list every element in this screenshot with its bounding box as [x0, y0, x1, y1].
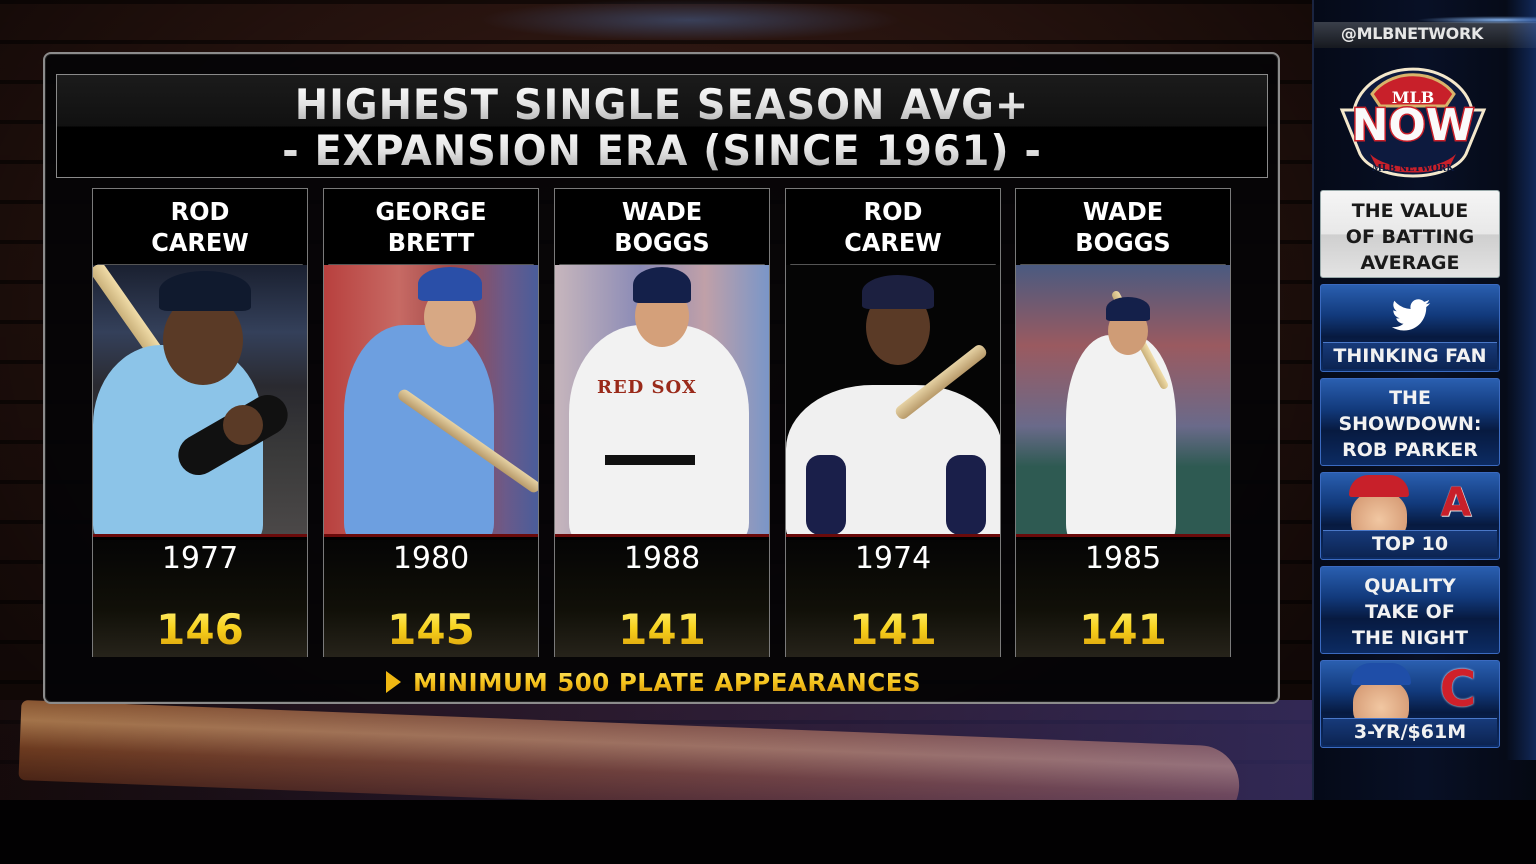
player-cap	[1351, 663, 1411, 685]
twitter-handle: @MLBNETWORK	[1340, 24, 1484, 43]
player-photo: RED SOX	[555, 265, 769, 537]
player-card: WADE BOGGS RED SOX 1988 141	[554, 188, 770, 657]
avg-plus-value: 146	[93, 606, 307, 654]
player-first-name: WADE	[1082, 197, 1164, 226]
season-year: 1988	[623, 541, 701, 576]
rundown-item-3-yr-61m[interactable]: C 3-YR/$61M	[1320, 660, 1500, 748]
player-last-name: CAREW	[151, 228, 249, 257]
twitter-bird-icon	[1391, 299, 1431, 331]
rundown-item-line: OF BATTING	[1345, 226, 1475, 248]
rundown-item-caption: 3-YR/$61M	[1323, 718, 1497, 745]
rundown-item-caption: TOP 10 CATCHER?	[1323, 530, 1497, 557]
player-stats: 1985 141	[1016, 540, 1230, 657]
player-name: GEORGE BRETT	[328, 189, 534, 265]
rundown-item-showdown-rob-parker[interactable]: THE SHOWDOWN: ROB PARKER	[1320, 378, 1500, 466]
rundown-item-line: QUALITY	[1364, 575, 1456, 597]
rundown-item-top-10-catcher[interactable]: A TOP 10 CATCHER?	[1320, 472, 1500, 560]
player-first-name: WADE	[621, 197, 703, 226]
rundown-item-line: AVERAGE	[1360, 252, 1460, 274]
season-year: 1977	[161, 541, 239, 576]
player-card: WADE BOGGS 1985 141	[1015, 188, 1231, 657]
season-year: 1985	[1084, 541, 1162, 576]
rundown-item-line: TAKE OF	[1365, 601, 1455, 623]
player-photo	[786, 265, 1000, 537]
player-stats: 1977 146	[93, 540, 307, 657]
player-name: WADE BOGGS	[1020, 189, 1226, 265]
player-first-name: ROD	[863, 197, 923, 226]
player-stats: 1974 141	[786, 540, 1000, 657]
rundown-item-value-of-batting-average[interactable]: THE VALUE OF BATTING AVERAGE	[1320, 190, 1500, 278]
player-cap	[1349, 475, 1409, 497]
play-arrow-icon	[386, 671, 401, 693]
season-year: 1974	[854, 541, 932, 576]
angels-logo-icon: A	[1440, 480, 1472, 526]
cubs-logo-icon: C	[1439, 660, 1477, 718]
graphic-title: HIGHEST SINGLE SEASON AVG+ - EXPANSION E…	[56, 74, 1268, 178]
player-photo	[1016, 265, 1230, 537]
rundown-item-line: THE VALUE	[1351, 200, 1469, 222]
footnote-text: MINIMUM 500 PLATE APPEARANCES	[413, 667, 922, 697]
avg-plus-value: 141	[555, 606, 769, 654]
player-card: GEORGE BRETT 1980 145	[323, 188, 539, 657]
player-name: WADE BOGGS	[559, 189, 765, 265]
player-last-name: BOGGS	[614, 228, 710, 257]
player-stats: 1980 145	[324, 540, 538, 657]
player-last-name: BOGGS	[1075, 228, 1171, 257]
player-name: ROD CAREW	[790, 189, 996, 265]
rundown-item-line: THE NIGHT	[1352, 627, 1468, 649]
player-card: ROD CAREW 1977 146	[92, 188, 308, 657]
player-first-name: GEORGE	[375, 197, 487, 226]
player-name: ROD CAREW	[97, 189, 303, 265]
rundown-item-thinking-fan[interactable]: THINKING FAN	[1320, 284, 1500, 372]
show-rundown-sidebar: @MLBNETWORK MLB NOW MLB NETWORK THE VALU…	[1312, 0, 1536, 800]
player-stats: 1988 141	[555, 540, 769, 657]
rundown-item-line: SHOWDOWN:	[1338, 413, 1482, 435]
player-last-name: BRETT	[387, 228, 475, 257]
player-last-name: CAREW	[844, 228, 942, 257]
season-year: 1980	[392, 541, 470, 576]
player-card: ROD CAREW 1974 141	[785, 188, 1001, 657]
rundown-item-caption: THINKING FAN	[1323, 342, 1497, 369]
player-photo	[324, 265, 538, 537]
rundown-item-line: ROB PARKER	[1342, 439, 1478, 461]
mlb-now-logo: MLB NOW MLB NETWORK	[1339, 67, 1487, 178]
letterbox-bar	[0, 800, 1536, 864]
player-first-name: ROD	[170, 197, 230, 226]
background-tint	[0, 700, 1312, 800]
svg-text:MLB: MLB	[1392, 88, 1434, 107]
light-flare	[1416, 16, 1536, 24]
svg-text:NOW: NOW	[1352, 100, 1475, 151]
handle-bar	[1314, 22, 1536, 48]
rundown-item-quality-take-of-the-night[interactable]: QUALITY TAKE OF THE NIGHT	[1320, 566, 1500, 654]
avg-plus-value: 141	[1016, 606, 1230, 654]
avg-plus-value: 145	[324, 606, 538, 654]
player-photo	[93, 265, 307, 537]
rundown-item-line: THE	[1389, 387, 1431, 409]
title-line-1: HIGHEST SINGLE SEASON AVG+	[87, 82, 1237, 128]
avg-plus-value: 141	[786, 606, 1000, 654]
footnote: MINIMUM 500 PLATE APPEARANCES	[386, 666, 931, 698]
svg-text:MLB NETWORK: MLB NETWORK	[1372, 164, 1455, 174]
title-line-2: - EXPANSION ERA (SINCE 1961) -	[87, 128, 1237, 174]
